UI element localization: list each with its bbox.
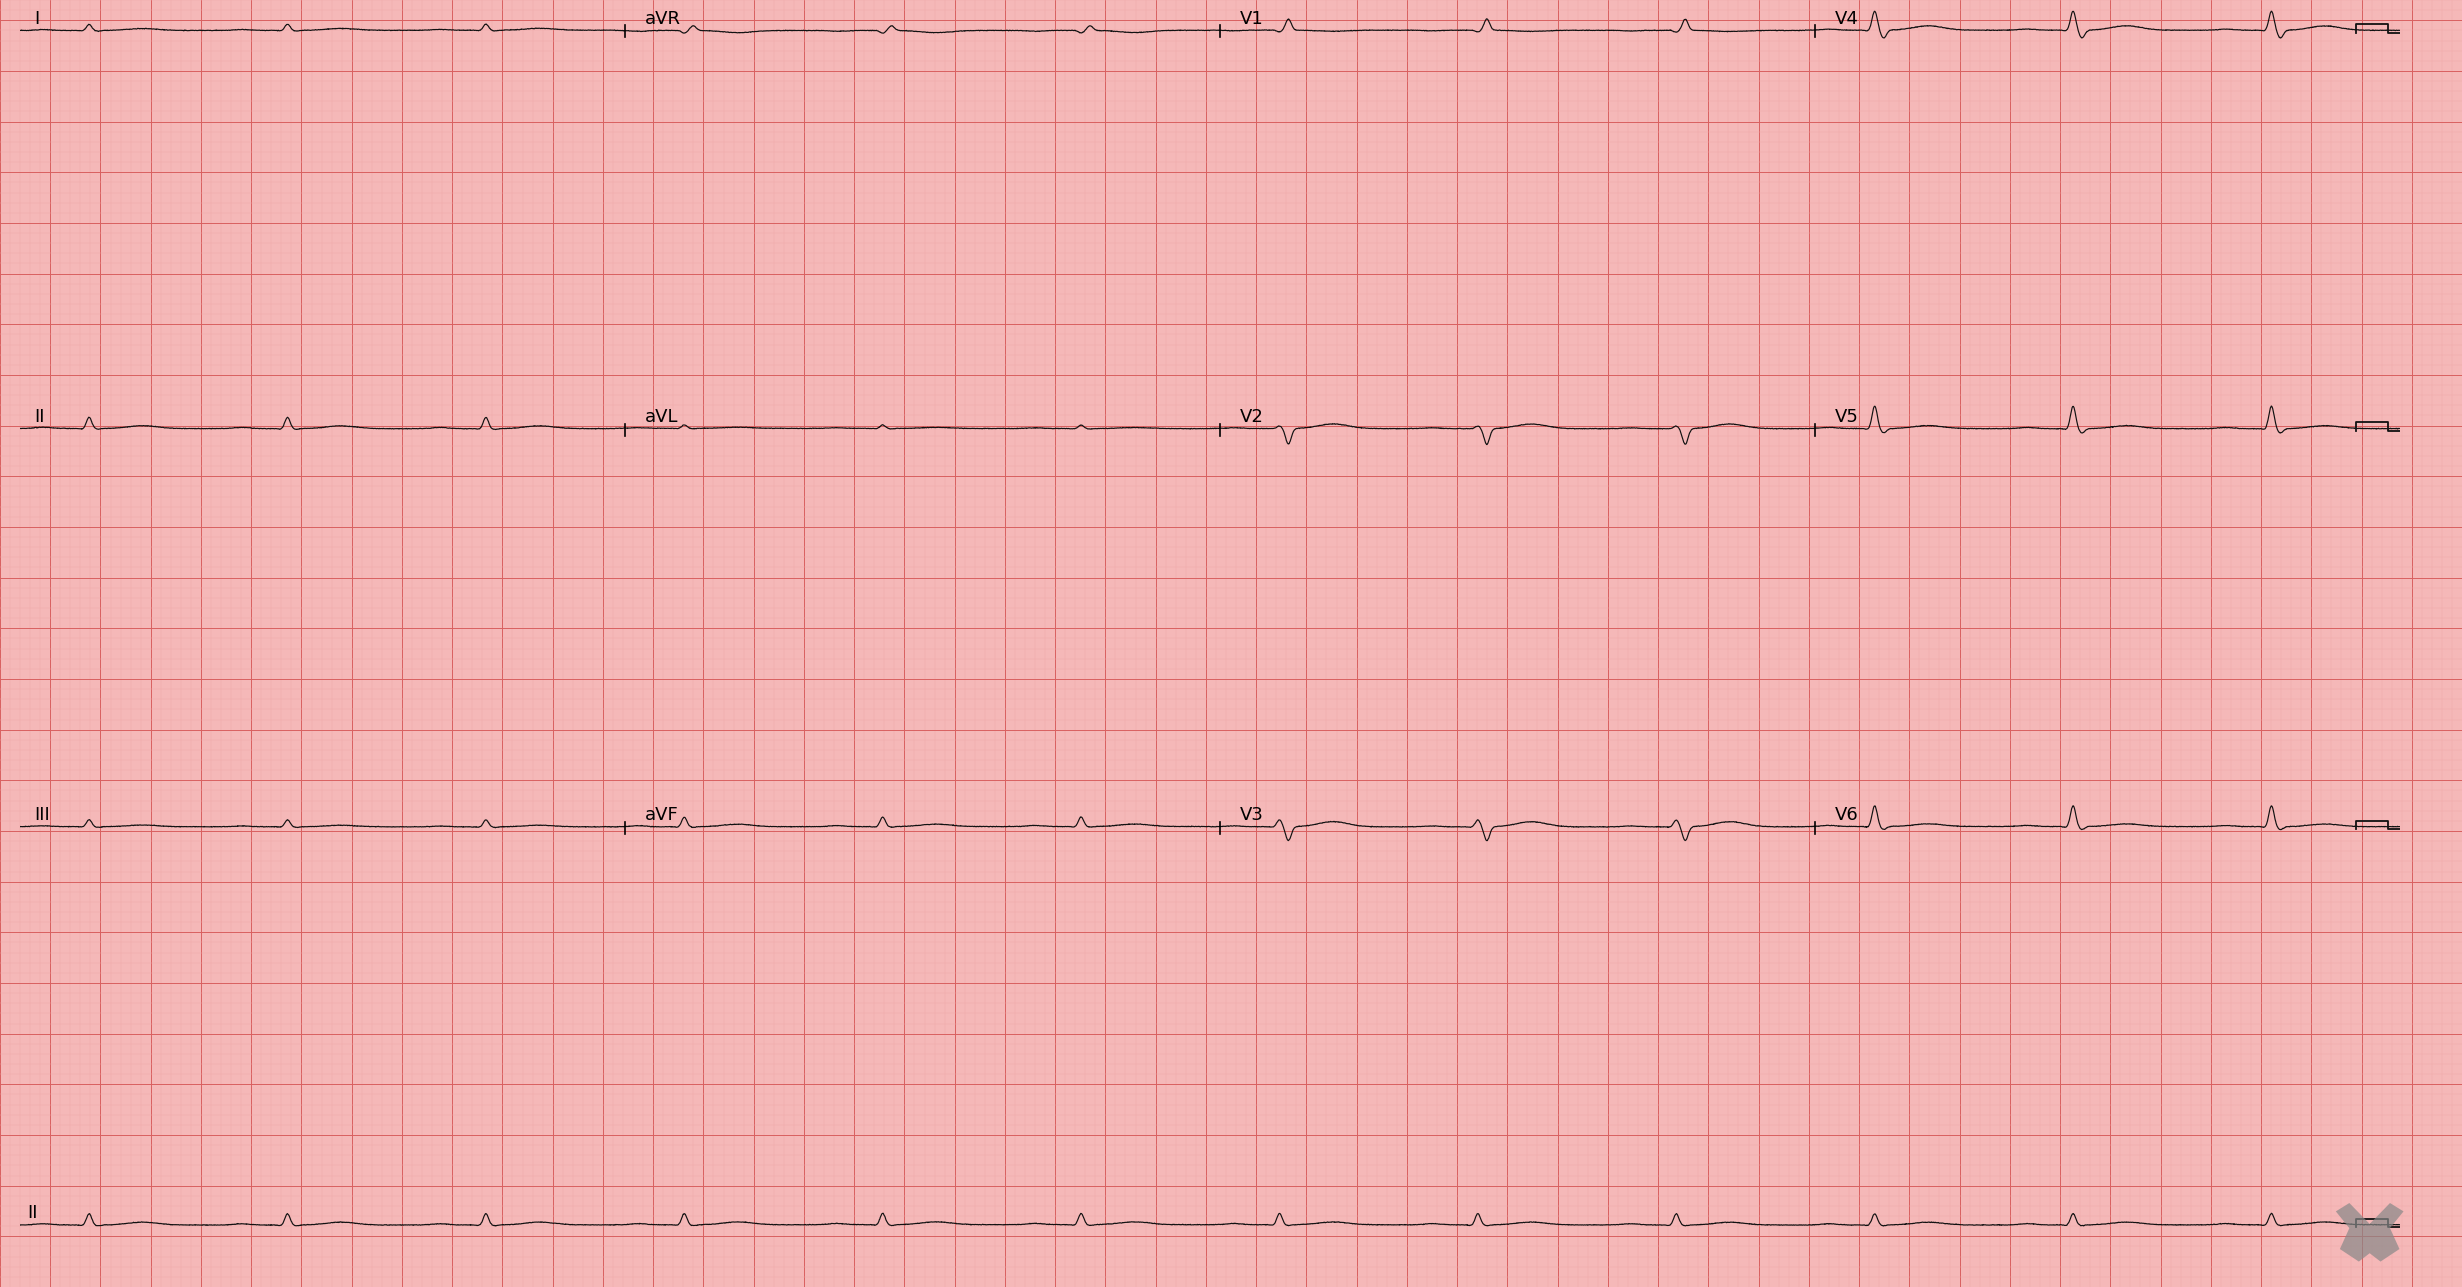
Text: V4: V4	[1834, 10, 1859, 28]
Text: aVF: aVF	[645, 806, 677, 824]
Text: V1: V1	[1241, 10, 1263, 28]
Text: II: II	[34, 408, 44, 426]
Text: II: II	[27, 1205, 37, 1223]
Text: aVR: aVR	[645, 10, 680, 28]
Text: V5: V5	[1834, 408, 1859, 426]
Text: V3: V3	[1241, 806, 1263, 824]
Text: I: I	[34, 10, 39, 28]
Text: aVL: aVL	[645, 408, 677, 426]
Polygon shape	[2336, 1203, 2403, 1261]
Text: V6: V6	[1834, 806, 1859, 824]
Text: III: III	[34, 806, 49, 824]
Text: V2: V2	[1241, 408, 1263, 426]
